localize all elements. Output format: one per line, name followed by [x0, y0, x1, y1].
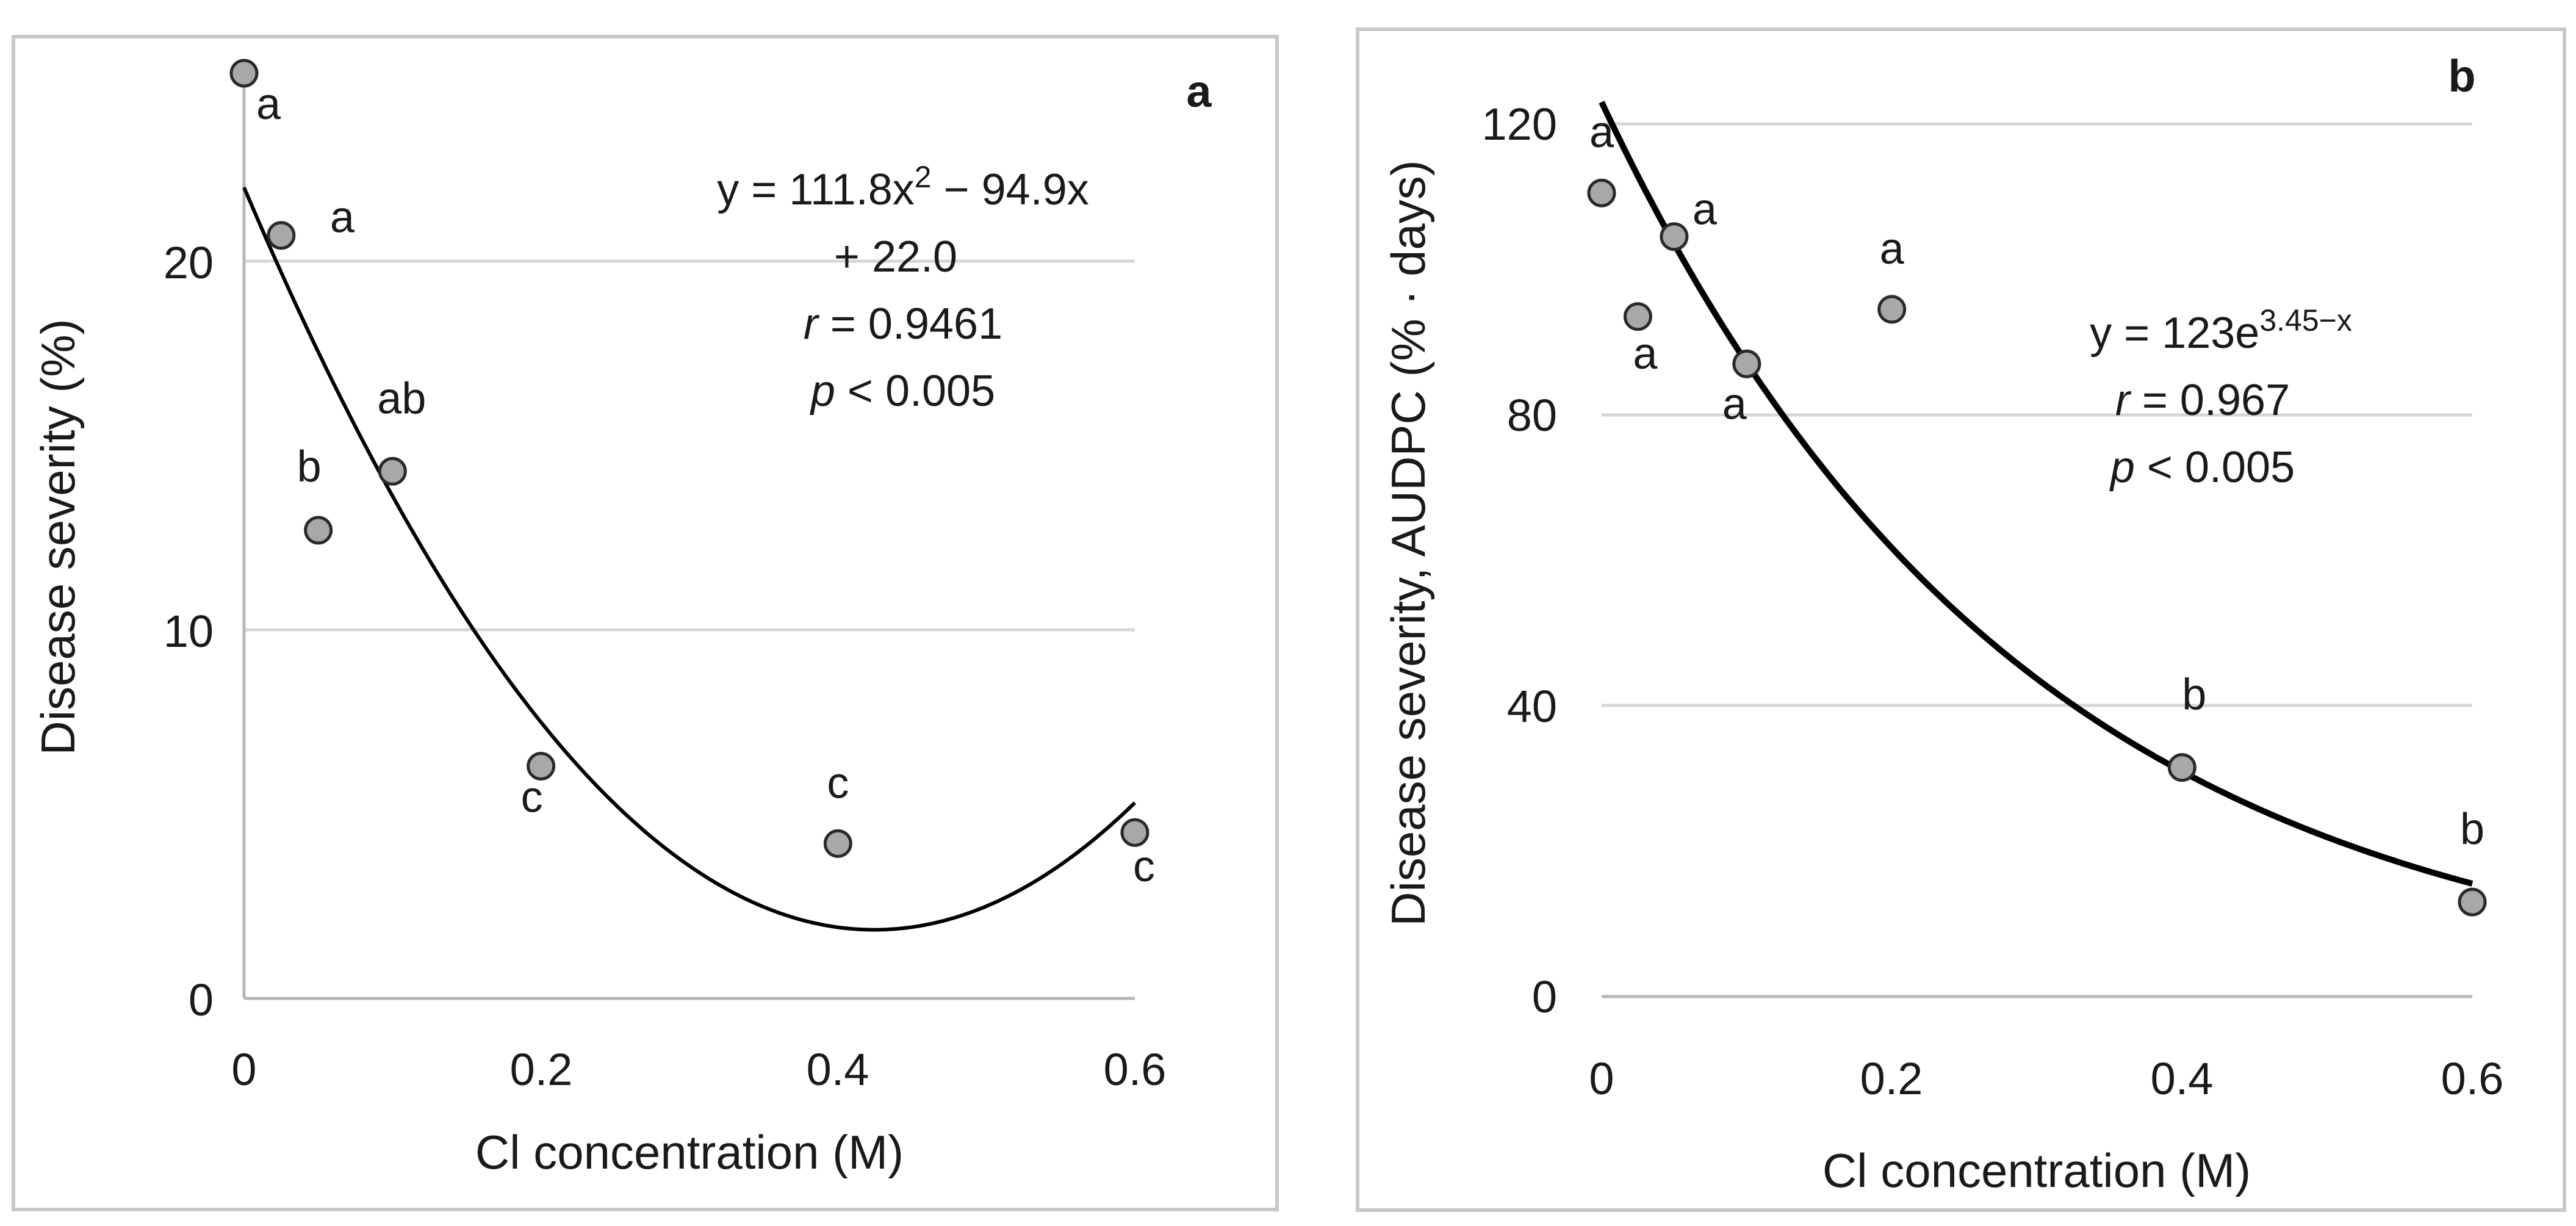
panel-b-x-axis-title: Cl concentration (M) [1822, 1144, 2251, 1197]
panel-b-frame [1356, 27, 2566, 1212]
panel-b-y-axis-title: Disease severity, AUDPC (% · days) [1381, 160, 1435, 926]
panel-b-p-value: p < 0.005 [2109, 443, 2295, 492]
panel-a-fit-curve [242, 187, 1137, 932]
panel-b-label: b [2448, 51, 2475, 101]
panel-a-equation-line1: y = 111.8x2 − 94.9x [717, 160, 1089, 214]
panel-b-points: a a a a a b b [1587, 108, 2487, 917]
panel-a-data-point [1120, 818, 1149, 847]
panel-b-point-letter: a [1722, 380, 1747, 428]
panel-a-y-tick-10: 10 [164, 606, 214, 657]
panel-a-x-tick-0-6: 0.6 [1104, 1044, 1167, 1095]
panel-b-data-point [1732, 349, 1761, 378]
panel-a-point-letter: a [256, 80, 281, 129]
panel-a-data-point [229, 59, 259, 88]
panel-a-y-axis-title: Disease severity (%) [31, 319, 85, 755]
panel-b-x-tick-0: 0 [1589, 1053, 1614, 1104]
panel-b-fit-curve [1599, 101, 2473, 887]
panel-a-x-tick-0: 0 [231, 1044, 256, 1095]
panel-a-point-letter: ab [377, 374, 426, 423]
panel-a-point-letter: a [330, 193, 355, 242]
panel-b-fit-curve-group [1599, 101, 2473, 887]
panel-b-data-point [2458, 887, 2487, 917]
panel-a-p-number: < 0.005 [835, 367, 995, 416]
panel-a-data-point [304, 516, 333, 545]
panel-b-x-tick-0-4: 0.4 [2151, 1053, 2214, 1104]
panel-a-x-tick-0-2: 0.2 [510, 1044, 573, 1095]
panel-b-point-letter: b [2182, 671, 2206, 719]
panel-b-equation-sup: 3.45−x [2259, 303, 2352, 337]
panel-b-data-point [2167, 753, 2196, 782]
panel-a-data-point [378, 456, 407, 486]
panel-b-p-number: < 0.005 [2135, 443, 2295, 492]
panel-a-data-point [527, 751, 556, 781]
panel-a-point-letter: b [297, 442, 322, 491]
panel-b-equation-main: y = 123e [2090, 309, 2259, 358]
panel-a-equation-end: − 94.9x [932, 165, 1089, 214]
panel-b-y-tick-40: 40 [1507, 681, 1557, 732]
panel-a-p-label: p [810, 367, 835, 416]
panel-b-point-letter: a [1693, 186, 1718, 234]
panel-b-data-point [1587, 178, 1616, 207]
panel-b: 0 40 80 120 0 0.2 0.4 0.6 Cl concentrati… [1356, 27, 2566, 1212]
panel-b-x-tick-0-2: 0.2 [1860, 1053, 1923, 1104]
panel-b-x-tick-0-6: 0.6 [2441, 1053, 2504, 1104]
panel-b-point-letter: b [2460, 805, 2484, 854]
panel-a-data-point [823, 829, 852, 858]
panel-b-data-point [1660, 222, 1689, 251]
panel-a-point-letter: c [1133, 842, 1155, 891]
panel-a-point-letter: c [827, 759, 849, 807]
panel-b-y-tick-0: 0 [1532, 972, 1557, 1022]
panel-a-data-point [267, 221, 296, 250]
panel-b-data-point [1877, 295, 1907, 324]
panel-a-equation-line2: + 22.0 [834, 233, 957, 281]
panel-b-point-letter: a [1880, 225, 1905, 273]
panel-a-equation-main: y = 111.8x [717, 165, 915, 214]
panel-b-equation-line1: y = 123e3.45−x [2090, 303, 2352, 358]
panel-a-r-value: r = 0.9461 [804, 300, 1002, 348]
panel-a-p-value: p < 0.005 [810, 367, 995, 416]
panel-a-equation-sup: 2 [915, 160, 932, 194]
panel-b-r-label: r [2115, 376, 2132, 425]
panel-a-point-letter: c [521, 773, 543, 821]
panel-a-r-label: r [804, 300, 820, 348]
panel-a-r-number: = 0.9461 [818, 300, 1002, 348]
panel-b-data-point [1623, 302, 1652, 331]
panel-a-frame [12, 35, 1279, 1211]
panel-a-x-tick-0-4: 0.4 [807, 1044, 869, 1095]
panel-b-r-value: r = 0.967 [2115, 376, 2290, 425]
panel-a-y-tick-20: 20 [164, 237, 214, 288]
panel-a-x-axis-title: Cl concentration (M) [475, 1125, 904, 1179]
panel-a-fit-curve-group [242, 187, 1137, 932]
panel-a-y-tick-0: 0 [189, 975, 214, 1025]
panel-b-y-tick-120: 120 [1482, 99, 1557, 150]
panel-b-point-letter: a [1589, 108, 1614, 157]
panel-b-p-label: p [2109, 443, 2135, 492]
panel-a: 0 10 20 0 0.2 0.4 0.6 Cl concentration (… [12, 35, 1279, 1211]
panel-b-point-letter: a [1633, 330, 1658, 378]
panel-b-r-number: = 0.967 [2130, 376, 2290, 425]
panel-b-y-tick-80: 80 [1507, 390, 1557, 441]
panel-a-label: a [1186, 66, 1212, 117]
